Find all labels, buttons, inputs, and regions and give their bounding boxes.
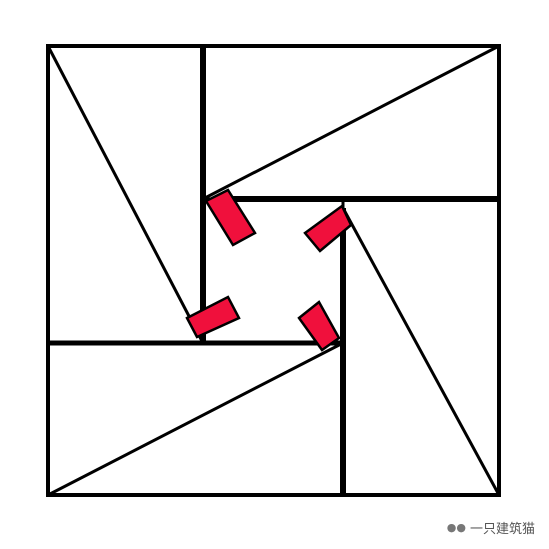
red-tab-top-left (204, 188, 257, 247)
red-tab-bottom-left (185, 295, 241, 339)
watermark-text: 一只建筑猫 (469, 522, 535, 537)
red-tab-top-right (303, 204, 353, 253)
diagonal-right-panel (341, 207, 501, 496)
outer-square (46, 44, 501, 497)
red-tab-bottom-right (297, 300, 341, 352)
watermark: ●● 一只建筑猫 (447, 518, 535, 537)
wechat-icon: ●● (446, 521, 466, 534)
diagonal-bottom-panel (47, 341, 344, 497)
diagonal-left-panel (46, 45, 205, 344)
diagonal-top-panel (202, 44, 500, 201)
